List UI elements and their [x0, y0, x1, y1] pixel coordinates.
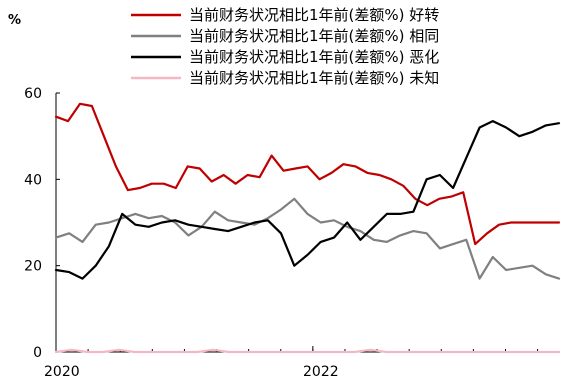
legend-label-1: 当前财务状况相比1年前(差额%) 相同: [189, 27, 439, 45]
y-tick-label: 60: [24, 86, 42, 102]
y-axis-unit: %: [8, 13, 21, 28]
series-line-2: [54, 119, 561, 280]
legend-label-3: 当前财务状况相比1年前(差额%) 未知: [189, 69, 439, 87]
legend-label-2: 当前财务状况相比1年前(差额%) 恶化: [189, 48, 439, 66]
series-line-0: [54, 102, 561, 246]
y-tick-label: 0: [33, 345, 42, 361]
y-tick-label: 20: [24, 259, 42, 275]
series-line-1: [54, 197, 561, 280]
legend-label-0: 当前财务状况相比1年前(差额%) 好转: [189, 6, 439, 24]
x-tick-label: 2022: [303, 364, 339, 378]
series-layer: [54, 102, 561, 354]
y-tick-label: 40: [24, 172, 42, 188]
series-line-3: [54, 348, 561, 354]
x-tick-label: 2020: [44, 364, 80, 378]
